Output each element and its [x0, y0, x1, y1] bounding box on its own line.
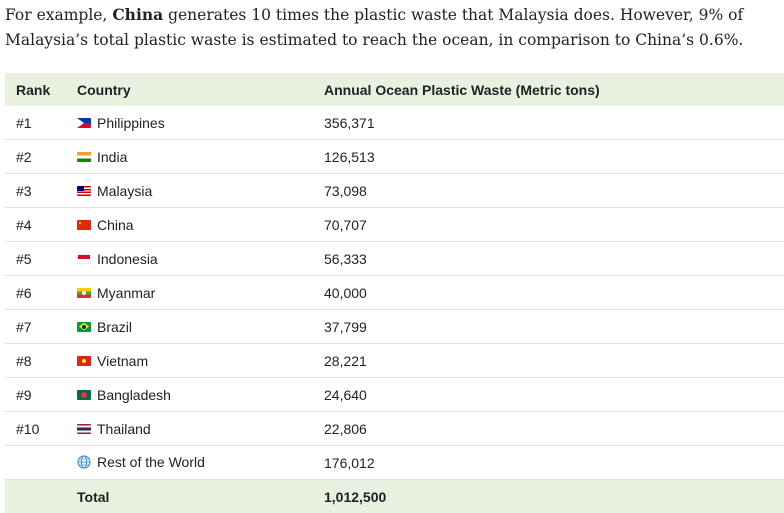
indonesia-flag-icon	[77, 254, 91, 264]
india-flag-icon	[77, 152, 91, 162]
rank-cell: #4	[5, 208, 77, 242]
country-name: Vietnam	[97, 353, 148, 369]
rank-cell	[5, 446, 77, 480]
thailand-flag-icon	[77, 424, 91, 434]
country-name: Philippines	[97, 115, 165, 131]
total-row: Total 1,012,500	[5, 480, 784, 513]
rank-cell: #1	[5, 106, 77, 140]
rank-cell: #3	[5, 174, 77, 208]
myanmar-flag-icon	[77, 288, 91, 298]
table-row: #5 Indonesia 56,333	[5, 242, 784, 276]
philippines-flag-icon	[77, 118, 91, 128]
intro-text-rest: generates 10 times the plastic waste tha…	[163, 6, 743, 24]
total-value: 1,012,500	[324, 480, 784, 513]
value-cell: 70,707	[324, 208, 784, 242]
rank-cell: #9	[5, 378, 77, 412]
globe-icon	[77, 455, 91, 469]
country-name: India	[97, 149, 127, 165]
rank-cell: #10	[5, 412, 77, 446]
ocean-plastic-table: Rank Country Annual Ocean Plastic Waste …	[5, 73, 784, 513]
brazil-flag-icon	[77, 322, 91, 332]
table-header-row: Rank Country Annual Ocean Plastic Waste …	[5, 73, 784, 106]
value-cell: 126,513	[324, 140, 784, 174]
rank-cell: #2	[5, 140, 77, 174]
value-cell: 73,098	[324, 174, 784, 208]
country-name: Thailand	[97, 421, 151, 437]
table-row: #1 Philippines 356,371	[5, 106, 784, 140]
country-name: Malaysia	[97, 183, 152, 199]
rank-cell: #5	[5, 242, 77, 276]
table-row: Rest of the World 176,012	[5, 446, 784, 480]
value-cell: 28,221	[324, 344, 784, 378]
header-rank: Rank	[5, 73, 77, 106]
value-cell: 176,012	[324, 446, 784, 480]
intro-paragraph: For example, China generates 10 times th…	[0, 0, 784, 58]
country-name: Indonesia	[97, 251, 158, 267]
total-rank-cell	[5, 480, 77, 513]
value-cell: 24,640	[324, 378, 784, 412]
value-cell: 356,371	[324, 106, 784, 140]
table-row: #6 Myanmar 40,000	[5, 276, 784, 310]
value-cell: 37,799	[324, 310, 784, 344]
malaysia-flag-icon	[77, 186, 91, 196]
rank-cell: #7	[5, 310, 77, 344]
table-row: #10 Thailand 22,806	[5, 412, 784, 446]
intro-bold-china: China	[112, 5, 163, 24]
table-row: #4 China 70,707	[5, 208, 784, 242]
rank-cell: #8	[5, 344, 77, 378]
country-name: Bangladesh	[97, 387, 171, 403]
header-country: Country	[77, 73, 324, 106]
vietnam-flag-icon	[77, 356, 91, 366]
table-row: #8 Vietnam 28,221	[5, 344, 784, 378]
value-cell: 22,806	[324, 412, 784, 446]
value-cell: 56,333	[324, 242, 784, 276]
intro-text-line2: Malaysia’s total plastic waste is estima…	[5, 31, 743, 49]
value-cell: 40,000	[324, 276, 784, 310]
country-name: China	[97, 217, 134, 233]
intro-text-start: For example,	[5, 6, 112, 24]
table-row: #3 Malaysia 73,098	[5, 174, 784, 208]
table-row: #7 Brazil 37,799	[5, 310, 784, 344]
china-flag-icon	[77, 220, 91, 230]
total-label: Total	[77, 480, 324, 513]
table-row: #2 India 126,513	[5, 140, 784, 174]
country-name: Rest of the World	[97, 454, 205, 470]
bangladesh-flag-icon	[77, 390, 91, 400]
table-row: #9 Bangladesh 24,640	[5, 378, 784, 412]
header-waste: Annual Ocean Plastic Waste (Metric tons)	[324, 73, 784, 106]
country-name: Myanmar	[97, 285, 155, 301]
rank-cell: #6	[5, 276, 77, 310]
country-name: Brazil	[97, 319, 132, 335]
